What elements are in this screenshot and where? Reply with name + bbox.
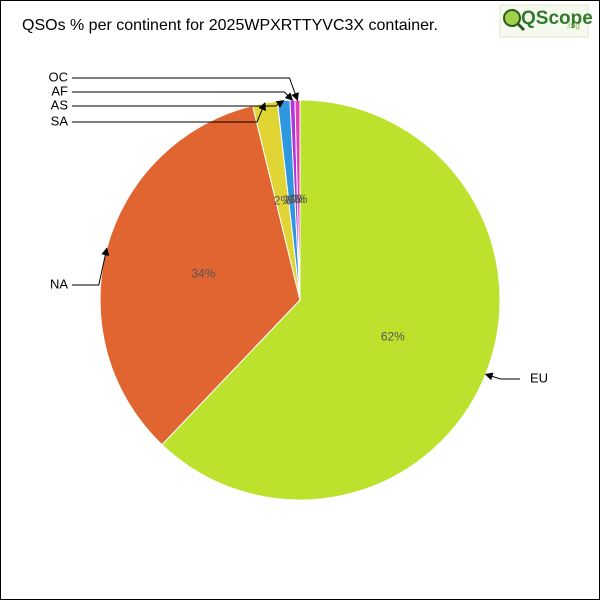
logo-text: QScope [521, 8, 593, 29]
data-label: 34% [191, 266, 215, 280]
leader-line [484, 372, 520, 381]
logo-suffix: .org [566, 21, 580, 30]
legend-label: EU [530, 370, 548, 385]
logo-icon [503, 9, 521, 27]
leader-line [72, 247, 110, 286]
data-label: 0% [290, 192, 308, 206]
legend-label: NA [50, 276, 68, 291]
leader-line [72, 102, 266, 123]
legend-label: OC [49, 69, 69, 84]
legend-label: SA [51, 113, 69, 128]
leader-line [72, 91, 294, 101]
logo-icon-handle [516, 22, 526, 32]
logo: QScope .org [499, 4, 593, 38]
data-label: 2% [274, 194, 292, 208]
data-label: 62% [381, 329, 405, 343]
data-label: 1% [283, 193, 301, 207]
leader-line [72, 77, 299, 101]
leader-line [72, 100, 285, 108]
data-label: 0% [288, 192, 306, 206]
legend-label: AF [51, 83, 68, 98]
chart-title: QSOs % per continent for 2025WPXRTTYVC3X… [22, 17, 438, 34]
legend-label: AS [51, 97, 69, 112]
